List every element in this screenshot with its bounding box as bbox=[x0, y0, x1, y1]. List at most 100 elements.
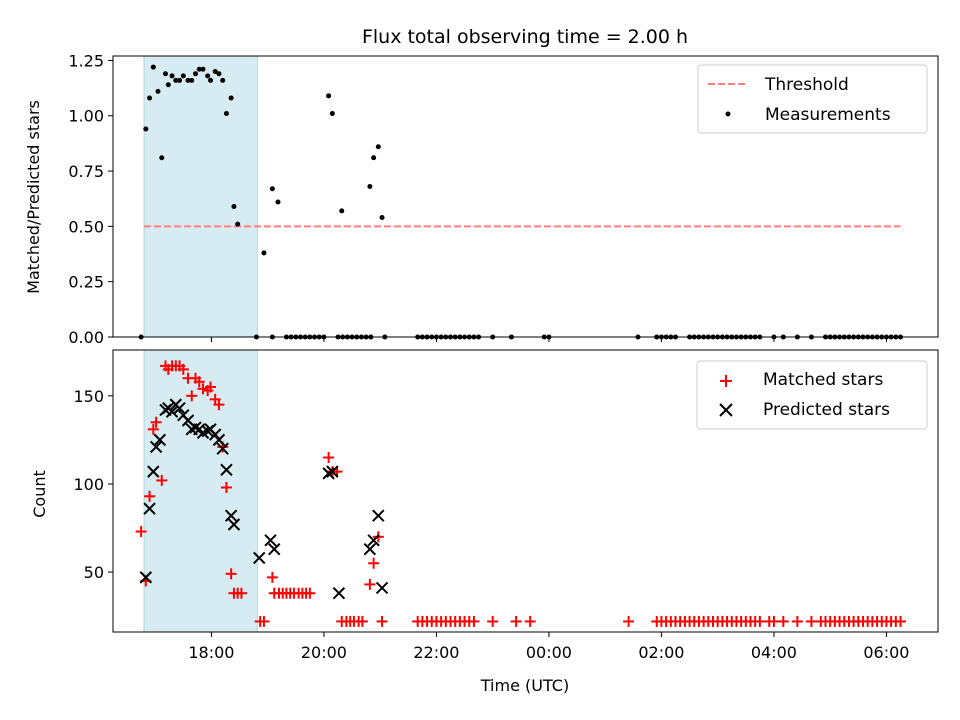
matched-stars-point bbox=[205, 381, 216, 393]
measurements-legend-swatch bbox=[725, 111, 731, 117]
predicted-stars-point bbox=[253, 551, 266, 565]
matched-stars-point bbox=[791, 615, 803, 627]
matched-stars-point bbox=[356, 615, 368, 627]
top-legend-box bbox=[697, 64, 928, 134]
matched-stars-point bbox=[364, 578, 376, 590]
predicted-stars-point bbox=[173, 401, 186, 415]
measurement-point bbox=[326, 93, 332, 99]
predicted-stars-point bbox=[189, 421, 202, 434]
predicted-stars-point bbox=[227, 518, 241, 531]
measurement-point bbox=[375, 144, 381, 150]
observing-window-band bbox=[143, 349, 258, 633]
top-y-tick-label: 0.50 bbox=[68, 217, 104, 236]
matched-stars-point bbox=[304, 587, 316, 599]
matched-stars-point bbox=[144, 490, 156, 502]
measurement-point bbox=[165, 82, 171, 88]
predicted-stars-point bbox=[375, 581, 389, 595]
matched-stars-point bbox=[376, 615, 388, 627]
predicted-stars-legend-label: Predicted stars bbox=[763, 400, 890, 420]
measurement-point bbox=[367, 184, 373, 190]
predicted-stars-point bbox=[165, 405, 179, 418]
bottom-y-tick-label: 150 bbox=[73, 387, 104, 406]
measurements-legend-label: Measurements bbox=[765, 105, 891, 125]
predicted-stars-point bbox=[208, 428, 222, 441]
measurement-point bbox=[261, 250, 267, 256]
measurement-point bbox=[220, 77, 226, 83]
matched-stars-point bbox=[258, 615, 270, 627]
measurement-point bbox=[143, 126, 149, 132]
measurement-point bbox=[228, 95, 234, 101]
bottom-y-tick-label: 50 bbox=[84, 563, 104, 582]
measurement-point bbox=[205, 73, 211, 79]
predicted-stars-point bbox=[143, 502, 156, 515]
measurement-point bbox=[155, 88, 161, 94]
matched-stars-point bbox=[805, 615, 817, 627]
matched-stars-point bbox=[235, 587, 247, 599]
measurement-point bbox=[371, 155, 377, 161]
predicted-stars-point bbox=[149, 440, 163, 454]
x-tick-label: 18:00 bbox=[188, 643, 234, 662]
measurement-point bbox=[208, 77, 213, 83]
matched-stars-point bbox=[487, 615, 499, 627]
predicted-stars-point bbox=[224, 509, 238, 522]
measurement-point bbox=[163, 71, 168, 77]
matched-stars-point bbox=[266, 571, 278, 583]
matched-stars-point bbox=[193, 376, 205, 388]
x-axis-label: Time (UTC) bbox=[480, 676, 569, 695]
matched-stars-point bbox=[468, 615, 480, 627]
top-y-tick-label: 0.75 bbox=[68, 162, 104, 181]
measurement-point bbox=[159, 155, 165, 161]
predicted-stars-point bbox=[216, 442, 229, 455]
measurement-point bbox=[196, 66, 202, 72]
threshold-legend-label: Threshold bbox=[764, 75, 849, 95]
measurement-point bbox=[180, 73, 186, 79]
predicted-stars-point bbox=[367, 534, 380, 547]
bottom-panel-y-axis-label: Count bbox=[30, 470, 49, 518]
predicted-stars-point bbox=[326, 465, 339, 478]
matched-stars-point bbox=[225, 568, 237, 580]
matched-stars-point bbox=[368, 557, 380, 569]
measurement-point bbox=[269, 186, 275, 192]
top-y-tick-label: 1.00 bbox=[68, 107, 104, 126]
measurement-point bbox=[339, 208, 345, 214]
matched-stars-point bbox=[623, 615, 635, 627]
predicted-stars-legend-swatch bbox=[719, 403, 733, 417]
top-panel: Matched/Predicted stars 0.00 0.25 0.50 0.75… bbox=[24, 51, 939, 347]
predicted-stars-point bbox=[332, 587, 346, 600]
matched-stars-point bbox=[768, 615, 780, 627]
x-tick-label: 04:00 bbox=[751, 643, 797, 662]
matched-stars-point bbox=[156, 474, 168, 486]
matched-stars-point bbox=[147, 423, 159, 435]
bottom-legend: Matched stars Predicted stars bbox=[696, 360, 928, 430]
matched-stars-point bbox=[150, 416, 162, 428]
top-panel-frame bbox=[112, 55, 939, 338]
top-legend: Threshold Measurements bbox=[697, 64, 928, 134]
bottom-legend-box bbox=[696, 360, 928, 430]
observing-window-band bbox=[143, 55, 258, 338]
chart-title: Flux total observing time = 2.00 h bbox=[362, 26, 688, 48]
matched-stars-point bbox=[213, 399, 225, 411]
predicted-stars-point bbox=[139, 571, 153, 584]
x-tick-label: 20:00 bbox=[301, 643, 347, 662]
predicted-stars-point bbox=[153, 433, 167, 447]
predicted-stars-point bbox=[363, 542, 377, 556]
measurement-point bbox=[231, 203, 237, 209]
x-tick-label: 22:00 bbox=[413, 643, 459, 662]
matched-stars-legend-swatch bbox=[720, 375, 732, 387]
measurement-point bbox=[193, 71, 198, 77]
measurement-point bbox=[147, 95, 153, 101]
predicted-stars-point bbox=[147, 465, 160, 478]
measurement-point bbox=[169, 73, 175, 79]
measurement-point bbox=[329, 111, 335, 117]
measurement-point bbox=[379, 215, 385, 221]
predicted-stars-point bbox=[212, 433, 226, 447]
x-tick-label: 00:00 bbox=[526, 643, 572, 662]
measurement-point bbox=[216, 71, 222, 77]
predicted-stars-point bbox=[264, 534, 277, 547]
top-y-tick-label: 0.25 bbox=[68, 273, 104, 292]
predicted-stars-point bbox=[268, 542, 281, 556]
matched-stars-point bbox=[524, 615, 536, 627]
matched-stars-point bbox=[186, 390, 198, 402]
measurement-point bbox=[200, 66, 206, 72]
predicted-stars-point bbox=[322, 467, 335, 480]
